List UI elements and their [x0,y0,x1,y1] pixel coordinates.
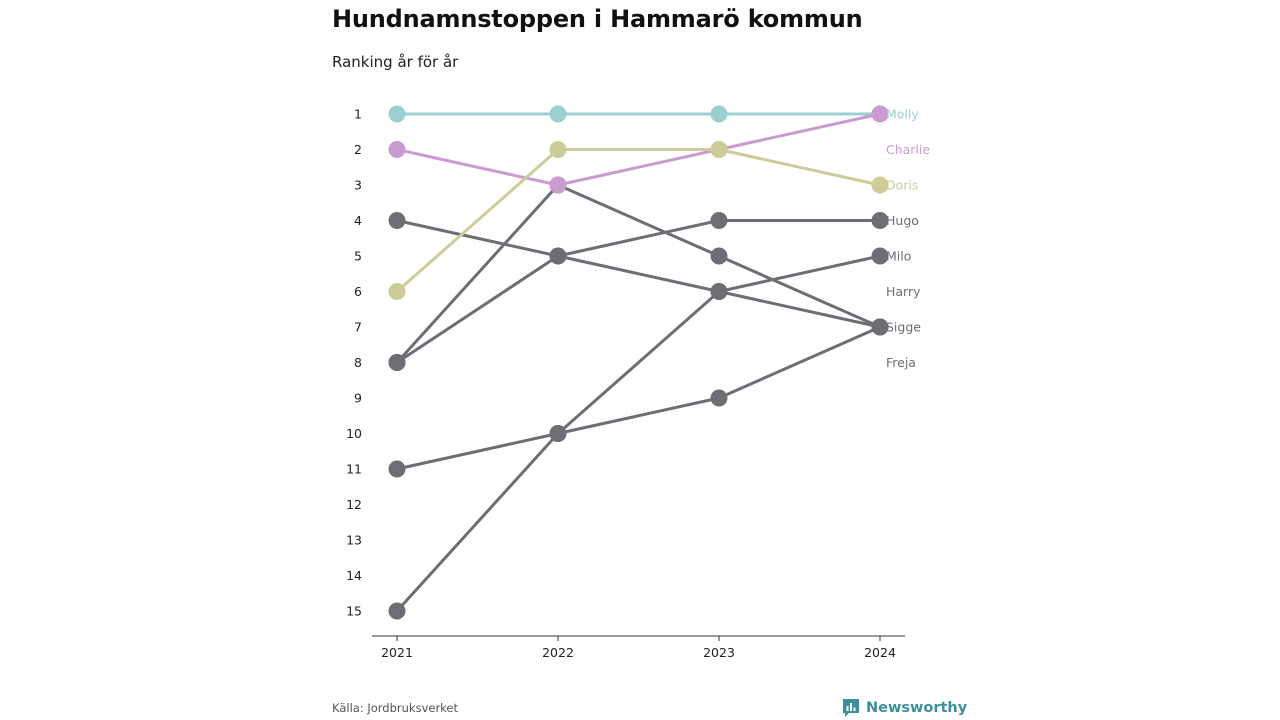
x-tick-label: 2024 [864,645,896,660]
source-note: Källa: Jordbruksverket [332,701,459,715]
y-tick-label: 4 [354,213,362,228]
series-points [388,105,889,620]
series-point-harry [871,212,889,229]
series-point-doris [871,176,889,194]
y-tick-label: 5 [354,249,362,264]
series-point-freja [549,425,567,442]
brand-name: Newsworthy [866,700,968,716]
series-point-harry [388,354,406,371]
series-point-sigge [710,283,728,300]
end-label-harry: Harry [886,284,921,299]
series-line-sigge [395,254,881,613]
series-point-sigge [388,602,406,620]
series-point-hugo [388,212,406,229]
end-label-sigge: Sigge [886,320,921,335]
end-labels: Molly Charlie Doris Hugo Milo Harry Sigge Freja [886,107,930,371]
series-point-molly [388,105,406,123]
series-point-molly [549,105,567,123]
brand-logo: Newsworthy [842,698,967,718]
y-tick-label: 15 [346,604,362,619]
y-tick-label: 9 [354,391,362,406]
x-tick-label: 2021 [381,645,413,660]
series-point-freja [388,460,406,478]
series-point-doris [710,141,728,158]
series-line-milo [395,183,881,364]
series-point-doris [388,283,406,300]
y-tick-label: 10 [346,426,362,441]
y-tick-label: 1 [354,107,362,122]
series-point-freja [871,318,889,336]
x-tick-label: 2022 [542,645,574,660]
end-label-doris: Doris [886,178,918,193]
chart-title: Hundnamnstoppen i Hammarö kommun [332,5,863,33]
end-label-hugo: Hugo [886,213,919,228]
series-point-harry [549,247,567,265]
series-point-milo [710,247,728,265]
series-point-sigge [871,247,889,265]
y-tick-label: 7 [354,320,362,335]
chart-subtitle: Ranking år för år [332,53,459,71]
series-lines [395,112,881,613]
y-tick-label: 11 [346,462,362,477]
series-line-charlie [396,112,881,187]
series-line-hugo [396,219,881,329]
y-tick-label: 8 [354,355,362,370]
end-label-molly: Molly [886,107,919,122]
y-tick-label: 2 [354,142,362,157]
series-line-doris [396,148,881,293]
x-axis-ticks: 2021 2022 2023 2024 [381,636,896,660]
end-label-milo: Milo [886,249,911,264]
series-point-doris [549,141,567,158]
y-tick-label: 3 [354,178,362,193]
end-label-freja: Freja [886,355,916,370]
series-point-charlie [549,176,567,194]
series-point-molly [710,105,728,123]
newsworthy-logo-icon [843,699,859,717]
series-line-freja [396,325,881,471]
series-point-freja [710,389,728,407]
y-tick-label: 13 [346,533,362,548]
series-line-harry [396,219,880,364]
end-label-charlie: Charlie [886,142,930,157]
y-tick-label: 12 [346,497,362,512]
series-point-charlie [388,141,406,158]
y-tick-label: 6 [354,284,362,299]
series-point-harry [710,212,728,229]
series-point-charlie [871,105,889,123]
x-tick-label: 2023 [703,645,735,660]
y-tick-label: 14 [346,568,362,583]
